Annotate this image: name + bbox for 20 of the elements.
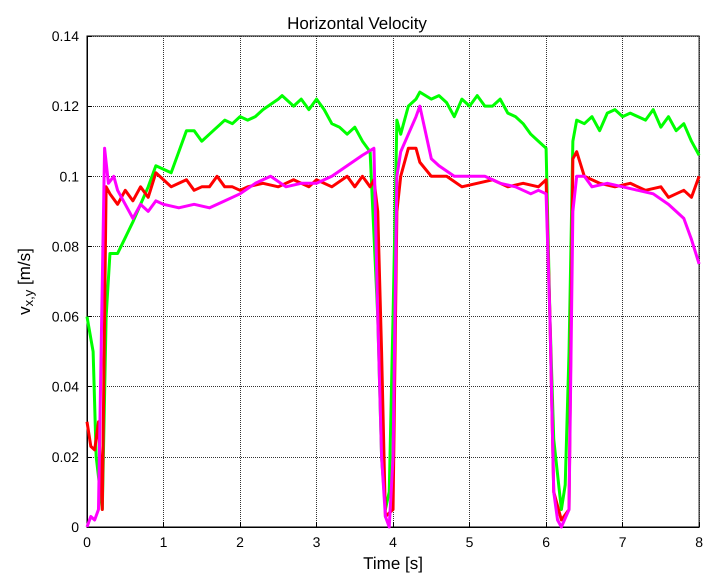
x-tick-label: 8 [695, 534, 704, 550]
x-axis-title: Time [s] [363, 554, 423, 573]
x-tick-label: 6 [542, 534, 550, 550]
y-tick-label: 0.08 [52, 238, 80, 254]
y-tick-label: 0 [71, 519, 80, 535]
x-tick-label: 7 [618, 534, 627, 550]
y-tick-label: 0.14 [52, 28, 80, 44]
y-tick-label: 0.06 [52, 308, 80, 325]
x-tick-label: 1 [160, 534, 168, 550]
x-tick-label: 5 [466, 534, 474, 550]
x-tick-label: 0 [83, 534, 92, 550]
x-tick-label: 3 [312, 534, 321, 550]
y-tick-label: 0.12 [52, 98, 80, 114]
chart-title: Horizontal Velocity [287, 14, 428, 33]
y-tick-label: 0.02 [52, 448, 80, 465]
y-tick-label: 0.1 [60, 168, 80, 184]
y-axis-title: vx,y [m/s] [15, 248, 36, 315]
x-tick-label: 4 [389, 534, 398, 550]
x-tick-label: 2 [236, 534, 244, 550]
y-tick-label: 0.04 [52, 378, 80, 395]
